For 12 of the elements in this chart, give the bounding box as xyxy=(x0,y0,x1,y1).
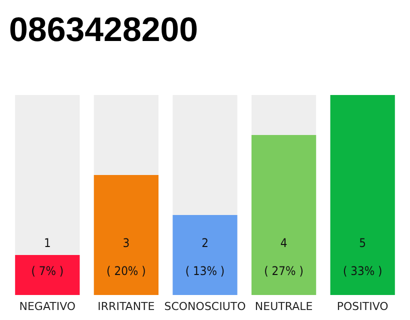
x-tick-label: NEUTRALE xyxy=(254,300,313,313)
chart-title: 0863428200 xyxy=(9,11,198,49)
data-label: 4 ( 27% ) xyxy=(264,236,304,278)
data-label: 3 ( 20% ) xyxy=(106,236,146,278)
bar xyxy=(15,255,80,295)
data-label: 5 ( 33% ) xyxy=(342,236,382,278)
x-tick-label: IRRITANTE xyxy=(98,300,155,313)
x-tick-label: SCONOSCIUTO xyxy=(164,300,246,313)
x-tick-label: NEGATIVO xyxy=(19,300,76,313)
data-label: 2 ( 13% ) xyxy=(185,236,225,278)
data-label: 1 ( 7% ) xyxy=(31,236,64,278)
x-tick-label: POSITIVO xyxy=(336,300,389,313)
